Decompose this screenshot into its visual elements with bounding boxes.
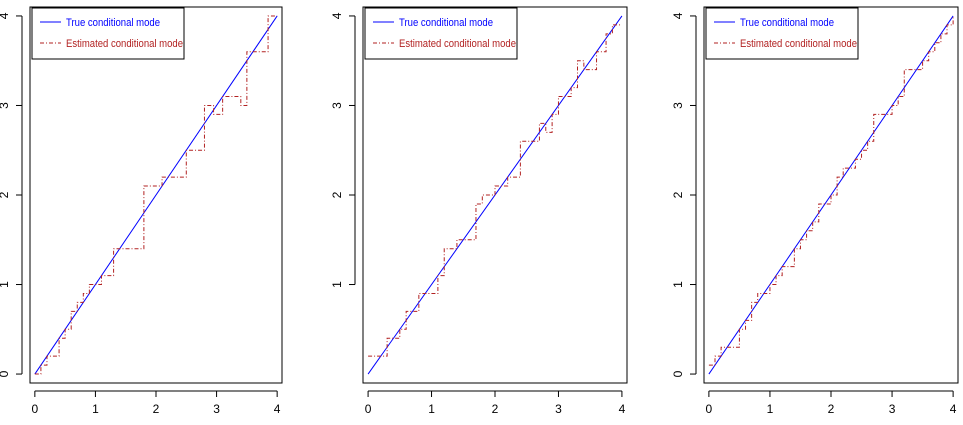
x-tick-label: 3	[889, 402, 896, 416]
y-tick-label: 3	[330, 102, 344, 109]
estimated-mode-line	[34, 15, 278, 375]
plot-frame	[29, 6, 283, 384]
x-tick-label: 1	[428, 402, 435, 416]
x-tick-label: 1	[92, 402, 99, 416]
x-tick-label: 4	[274, 402, 281, 416]
y-tick-label: 4	[0, 12, 11, 19]
legend-label: True conditional mode	[399, 17, 493, 29]
true-mode-line	[34, 15, 278, 375]
legend: True conditional mode Estimated condition…	[31, 7, 185, 60]
y-tick-label: 0	[0, 370, 11, 377]
y-tick-label: 0	[671, 370, 685, 377]
true-mode-line	[708, 15, 954, 375]
legend-label: True conditional mode	[66, 17, 160, 29]
x-tick-label: 0	[32, 402, 39, 416]
x-tick-label: 2	[828, 402, 835, 416]
x-tick-label: 1	[767, 402, 774, 416]
estimated-mode-line	[708, 15, 954, 366]
y-tick-label: 2	[0, 191, 11, 198]
x-tick-label: 4	[950, 402, 957, 416]
chart-panel-2: 0 1 2 3 4 1 2 3 4 True conditional mode Estimated …	[330, 6, 628, 416]
y-tick-label: 1	[671, 281, 685, 288]
legend: True conditional mode Estimated condition…	[705, 7, 859, 60]
y-tick-label: 2	[671, 191, 685, 198]
y-tick-label: 1	[0, 281, 11, 288]
chart-panel-1: 0 1 2 3 4 0 1 2 3 4 True conditional mode Estimated…	[0, 6, 283, 416]
y-tick-label: 1	[330, 281, 344, 288]
legend-label: Estimated conditional mode	[740, 38, 857, 50]
plot-frame	[362, 6, 628, 384]
y-tick-label: 3	[671, 102, 685, 109]
y-tick-label: 4	[671, 12, 685, 19]
chart-panel-3: 0 1 2 3 4 0 1 2 3 4 True conditional mode Estimated…	[671, 6, 959, 416]
x-tick-label: 0	[365, 402, 372, 416]
y-tick-label: 2	[330, 191, 344, 198]
x-tick-label: 3	[213, 402, 220, 416]
estimated-mode-line	[368, 24, 622, 357]
legend-label: Estimated conditional mode	[66, 38, 183, 50]
y-tick-label: 3	[0, 102, 11, 109]
x-tick-label: 3	[555, 402, 562, 416]
x-tick-label: 4	[619, 402, 626, 416]
legend-box	[364, 7, 518, 60]
x-tick-label: 2	[492, 402, 499, 416]
y-tick-label: 4	[330, 12, 344, 19]
legend-label: Estimated conditional mode	[399, 38, 516, 50]
legend-label: True conditional mode	[740, 17, 834, 29]
x-tick-label: 2	[153, 402, 160, 416]
x-tick-label: 0	[706, 402, 713, 416]
plot-frame	[703, 6, 959, 384]
legend-box	[31, 7, 185, 60]
legend-box	[705, 7, 859, 60]
legend: True conditional mode Estimated condition…	[364, 7, 518, 60]
